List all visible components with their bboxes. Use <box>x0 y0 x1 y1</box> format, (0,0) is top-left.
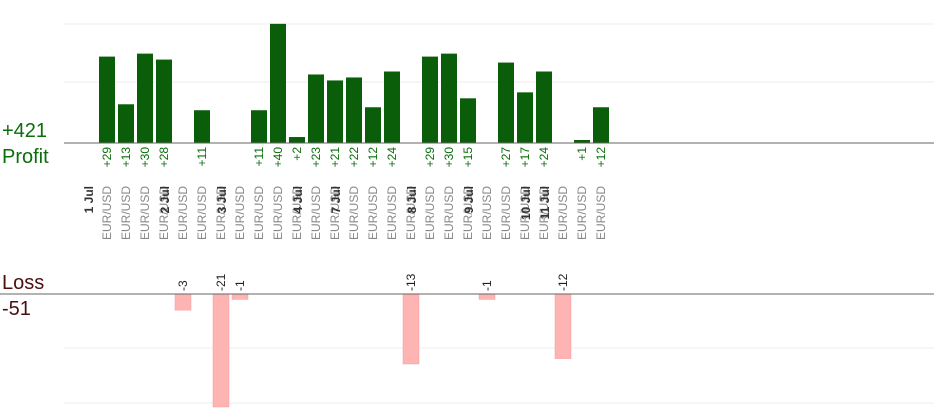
profit-total: +421 <box>2 120 48 142</box>
profit-value-label: +11 <box>195 147 209 167</box>
profit-value-label: +23 <box>309 147 323 168</box>
profit-bar <box>308 74 324 143</box>
profit-value-label: +15 <box>461 147 475 168</box>
symbol-label: EUR/USD <box>480 186 494 240</box>
profit-value-label: +12 <box>366 147 380 168</box>
profit-value-label: +30 <box>442 147 456 168</box>
symbol-label: EUR/USD <box>347 186 361 240</box>
loss-bar <box>212 293 230 408</box>
profit-bar <box>270 23 286 143</box>
date-label: 1 Jul <box>82 186 96 213</box>
profit-value-label: +12 <box>594 147 608 168</box>
profit-bar <box>137 53 153 143</box>
symbol-label: EUR/USD <box>385 186 399 240</box>
profit-value-label: +29 <box>423 147 437 168</box>
symbol-label: EUR/USD <box>594 186 608 240</box>
profit-bar <box>327 80 343 143</box>
loss-label: Loss <box>2 272 45 294</box>
profit-value-label: +40 <box>271 147 285 168</box>
profit-bar <box>289 137 305 143</box>
profit-value-label: +24 <box>385 147 399 168</box>
profit-value-label: +24 <box>537 147 551 168</box>
profit-bar <box>574 140 590 143</box>
profit-bar <box>156 59 172 144</box>
profit-bar <box>118 104 134 143</box>
symbol-label: EUR/USD <box>537 186 551 240</box>
profit-value-label: +11 <box>252 147 266 167</box>
symbol-label: EUR/USD <box>309 186 323 240</box>
loss-value-label: -21 <box>214 273 228 291</box>
date-label: 9 Jul <box>462 186 476 213</box>
symbol-label: EUR/USD <box>461 186 475 240</box>
date-label: 4 Jul <box>291 186 305 213</box>
symbol-label: EUR/USD <box>499 186 513 240</box>
loss-value-label: -1 <box>233 280 247 291</box>
profit-bar <box>384 71 400 143</box>
profit-bar <box>99 56 115 143</box>
profit-bar <box>422 56 438 143</box>
symbol-label: EUR/USD <box>290 186 304 240</box>
date-label: 8 Jul <box>405 186 419 213</box>
date-label: 11 Jul <box>538 186 552 219</box>
profit-bar <box>536 71 552 143</box>
loss-bar <box>478 293 496 300</box>
profit-value-label: +2 <box>290 147 304 161</box>
profit-value-label: +29 <box>100 147 114 168</box>
symbol-label: EUR/USD <box>176 186 190 240</box>
profit-bar <box>441 53 457 143</box>
loss-bar <box>402 293 420 365</box>
loss-value-label: -12 <box>556 273 570 291</box>
symbol-label: EUR/USD <box>157 186 171 240</box>
profit-bar <box>194 110 210 143</box>
loss-value-label: -3 <box>176 280 190 291</box>
symbol-label: EUR/USD <box>575 186 589 240</box>
symbol-label: EUR/USD <box>252 186 266 240</box>
date-label: 10 Jul <box>519 186 533 220</box>
symbol-label: EUR/USD <box>195 186 209 240</box>
symbol-label: EUR/USD <box>214 186 228 240</box>
profit-bar <box>593 107 609 143</box>
loss-bar <box>554 293 572 359</box>
date-label: 3 Jul <box>215 186 229 213</box>
loss-bar <box>231 293 249 300</box>
profit-bar <box>517 92 533 143</box>
symbol-label: EUR/USD <box>271 186 285 240</box>
profit-value-label: +21 <box>328 147 342 168</box>
symbol-label: EUR/USD <box>423 186 437 240</box>
symbol-label: EUR/USD <box>233 186 247 240</box>
symbol-label: EUR/USD <box>138 186 152 240</box>
profit-value-label: +13 <box>119 147 133 168</box>
loss-bar <box>174 293 192 311</box>
loss-value-label: -13 <box>404 273 418 291</box>
profit-value-label: +28 <box>157 147 171 168</box>
symbol-label: EUR/USD <box>328 186 342 240</box>
date-label: 7 Jul <box>329 186 343 213</box>
profit-value-label: +30 <box>138 147 152 168</box>
profit-value-label: +22 <box>347 147 361 168</box>
profit-bar <box>498 62 514 143</box>
profit-label: Profit <box>2 146 49 168</box>
symbol-label: EUR/USD <box>119 186 133 240</box>
symbol-label: EUR/USD <box>442 186 456 240</box>
symbol-label: EUR/USD <box>518 186 532 240</box>
date-label: 2 Jul <box>158 186 172 213</box>
profit-value-label: +1 <box>575 147 589 161</box>
symbol-label: EUR/USD <box>404 186 418 240</box>
loss-value-label: -1 <box>480 280 494 291</box>
profit-bar <box>365 107 381 143</box>
profit-bar <box>460 98 476 143</box>
profit-value-label: +27 <box>499 147 513 168</box>
symbol-label: EUR/USD <box>100 186 114 240</box>
profit-value-label: +17 <box>518 147 532 168</box>
profit-bar <box>346 77 362 143</box>
profit-bar <box>251 110 267 143</box>
symbol-label: EUR/USD <box>366 186 380 240</box>
symbol-label: EUR/USD <box>556 186 570 240</box>
loss-total: -51 <box>2 298 31 320</box>
